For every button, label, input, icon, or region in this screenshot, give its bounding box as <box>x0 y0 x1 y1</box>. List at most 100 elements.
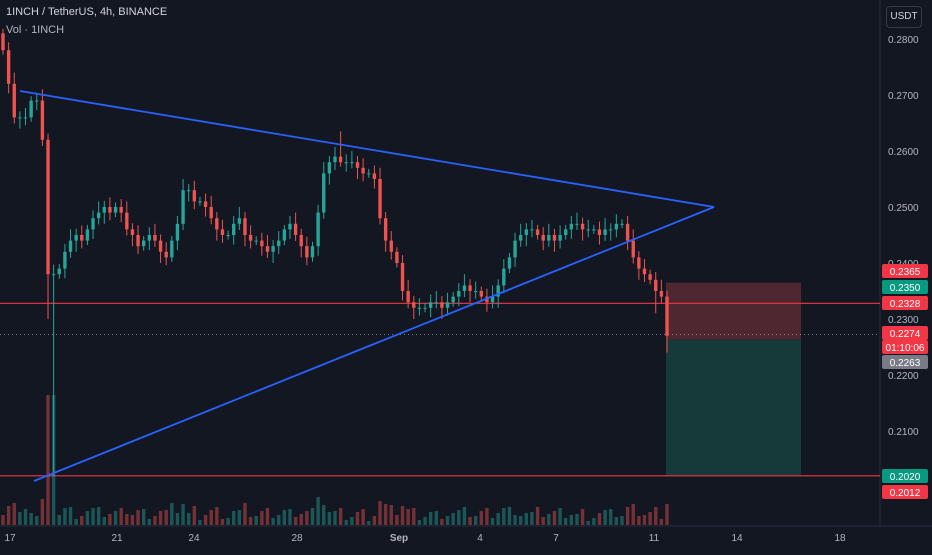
volume-bar <box>338 508 343 525</box>
candle-body <box>592 229 596 231</box>
volume-bar <box>6 506 11 525</box>
candle-body <box>243 218 247 235</box>
volume-bar <box>434 511 438 525</box>
volume-bar <box>654 507 658 525</box>
candle-body <box>502 268 506 286</box>
volume-bar <box>423 517 427 525</box>
candle-body <box>68 240 73 252</box>
volume-bar <box>310 508 315 525</box>
volume-bar <box>637 516 641 525</box>
candle-body <box>659 291 664 297</box>
volume-bar <box>40 499 45 525</box>
volume-bar <box>119 508 123 525</box>
volume-bar <box>631 504 635 525</box>
volume-bar <box>175 513 180 525</box>
volume-bar <box>355 512 360 525</box>
candle-body <box>457 291 461 297</box>
volume-bar <box>271 518 275 525</box>
candle-body <box>29 100 33 118</box>
price-label-text: 0.2274 <box>890 329 921 340</box>
time-tick-label: 21 <box>111 533 123 544</box>
candle-body <box>372 173 377 179</box>
volume-bar <box>254 516 258 525</box>
volume-bar <box>187 513 191 525</box>
price-label-text: 0.2328 <box>890 299 921 310</box>
candle-body <box>333 156 337 163</box>
candle-body <box>496 285 500 297</box>
volume-bar <box>277 515 281 525</box>
volume-bar <box>220 519 225 525</box>
volume-bar <box>237 510 242 525</box>
candle-body <box>209 207 213 219</box>
candle-body <box>6 50 11 84</box>
volume-bar <box>367 521 371 525</box>
candle-body <box>434 302 438 304</box>
candle-body <box>569 223 574 230</box>
candle-body <box>355 162 360 168</box>
volume-bar <box>260 511 264 525</box>
trend-line[interactable] <box>19 90 715 208</box>
position-risk-zone[interactable] <box>666 282 801 340</box>
price-label-text: 0.2012 <box>890 488 921 499</box>
volume-bar <box>23 509 28 525</box>
volume-bar <box>445 516 450 525</box>
volume-bar <box>130 515 135 525</box>
candle-body <box>513 240 517 258</box>
candle-body <box>136 235 140 247</box>
currency-button[interactable]: USDT <box>886 6 922 28</box>
candle-body <box>580 223 585 230</box>
price-label-text: 0.2365 <box>890 267 921 278</box>
volume-bar <box>209 510 213 525</box>
volume-bar <box>552 511 557 525</box>
volume-bar <box>248 517 253 525</box>
candle-body <box>530 229 534 231</box>
candle-body <box>299 235 303 247</box>
volume-bar <box>215 507 219 525</box>
volume-bar <box>412 508 416 525</box>
volume-bar <box>51 395 56 525</box>
candle-body <box>440 302 444 308</box>
time-tick-label: 7 <box>553 533 559 544</box>
volume-bar <box>507 507 512 525</box>
volume-bar <box>648 512 652 525</box>
candle-body <box>158 240 163 252</box>
volume-bar <box>153 516 157 525</box>
volume-bar <box>468 517 472 525</box>
candle-body <box>85 229 90 241</box>
price-tick-label: 0.2800 <box>888 35 919 46</box>
volume-bar <box>575 514 579 525</box>
candle-body <box>445 302 450 308</box>
price-label-tag <box>882 355 928 369</box>
candle-body <box>479 291 483 297</box>
candle-body <box>226 235 230 236</box>
volume-bar <box>642 515 647 525</box>
volume-bar <box>457 510 461 525</box>
candle-body <box>80 235 84 241</box>
candle-body <box>552 235 557 241</box>
volume-bar <box>344 520 348 525</box>
volume-bar <box>299 514 303 525</box>
position-reward-zone[interactable] <box>666 339 801 476</box>
trend-line[interactable] <box>33 206 715 482</box>
volume-bar <box>232 511 236 525</box>
candle-body <box>40 100 45 140</box>
volume-bar <box>428 512 433 525</box>
volume-bar <box>136 510 140 525</box>
candle-body <box>400 263 405 291</box>
volume-bar <box>243 503 247 525</box>
candle-body <box>350 162 354 164</box>
volume-bar <box>361 509 365 525</box>
candle-body <box>102 207 106 213</box>
volume-bar <box>400 506 405 525</box>
volume-bar <box>203 515 208 525</box>
price-label-text: 01:10:06 <box>886 343 925 354</box>
candle-body <box>344 162 348 164</box>
volume-bar <box>625 507 630 525</box>
candle-body <box>63 251 67 269</box>
candle-body <box>1 33 5 51</box>
volume-bar <box>12 503 16 525</box>
volume-bar <box>490 518 495 525</box>
candle-body <box>192 190 197 202</box>
